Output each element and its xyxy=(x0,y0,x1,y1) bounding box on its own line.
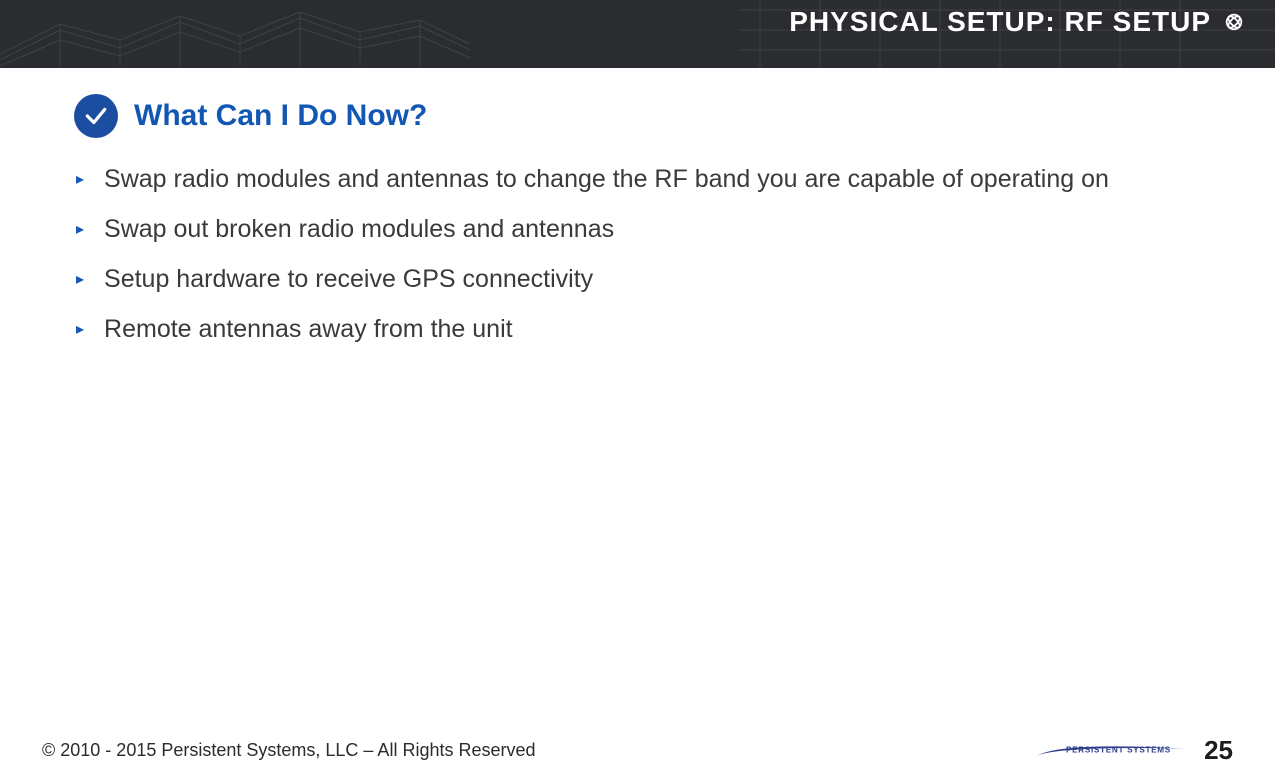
triangle-bullet-icon: ▸ xyxy=(76,314,84,346)
check-badge-icon xyxy=(74,94,118,138)
bullet-text: Swap out broken radio modules and antenn… xyxy=(104,214,614,245)
brand-text: PERSISTENT SYSTEMS xyxy=(1066,746,1171,755)
triangle-bullet-icon: ▸ xyxy=(76,264,84,296)
section-heading: What Can I Do Now? xyxy=(74,94,1233,138)
triangle-bullet-icon: ▸ xyxy=(76,164,84,196)
bullet-text: Swap radio modules and antennas to chang… xyxy=(104,164,1109,195)
brand-swoosh-icon: PERSISTENT SYSTEMS xyxy=(1036,736,1186,764)
page-header: PHYSICAL SETUP: RF SETUP xyxy=(0,0,1275,68)
bullet-text: Remote antennas away from the unit xyxy=(104,314,513,345)
page-root: PHYSICAL SETUP: RF SETUP What Can I Do N… xyxy=(0,0,1275,782)
header-title-wrap: PHYSICAL SETUP: RF SETUP xyxy=(789,6,1247,38)
list-item: ▸ Remote antennas away from the unit xyxy=(76,314,1233,346)
list-item: ▸ Setup hardware to receive GPS connecti… xyxy=(76,264,1233,296)
list-item: ▸ Swap out broken radio modules and ante… xyxy=(76,214,1233,246)
triangle-bullet-icon: ▸ xyxy=(76,214,84,246)
bullet-list: ▸ Swap radio modules and antennas to cha… xyxy=(76,164,1233,346)
header-title-text: PHYSICAL SETUP: RF SETUP xyxy=(789,6,1211,38)
content-area: What Can I Do Now? ▸ Swap radio modules … xyxy=(0,68,1275,730)
section-title: What Can I Do Now? xyxy=(134,99,427,133)
brand-logo: PERSISTENT SYSTEMS xyxy=(1036,736,1186,764)
bullet-text: Setup hardware to receive GPS connectivi… xyxy=(104,264,593,295)
page-number: 25 xyxy=(1204,735,1233,766)
page-footer: © 2010 - 2015 Persistent Systems, LLC – … xyxy=(0,730,1275,782)
brand-knot-icon xyxy=(1221,9,1247,35)
list-item: ▸ Swap radio modules and antennas to cha… xyxy=(76,164,1233,196)
footer-right: PERSISTENT SYSTEMS 25 xyxy=(1036,735,1233,766)
copyright-text: © 2010 - 2015 Persistent Systems, LLC – … xyxy=(42,740,536,761)
